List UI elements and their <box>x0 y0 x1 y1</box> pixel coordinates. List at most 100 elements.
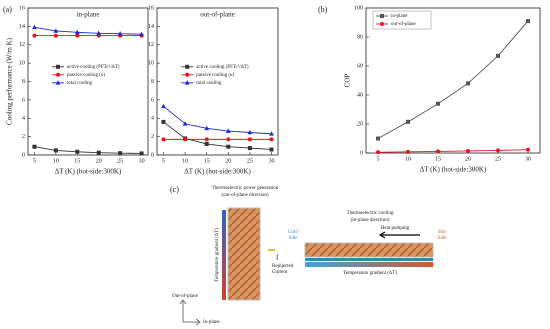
te-block <box>227 207 261 301</box>
legend-marker <box>184 80 190 85</box>
marker <box>74 29 80 35</box>
marker <box>182 121 188 126</box>
marker <box>226 144 231 149</box>
y-tick-label: 14 <box>19 24 25 30</box>
marker <box>161 137 166 142</box>
marker <box>183 137 188 142</box>
legend-marker <box>380 22 384 26</box>
x-tick-label: 20 <box>465 156 471 162</box>
y-tick-label: 4 <box>151 116 154 122</box>
x-tick-label: 25 <box>117 158 123 164</box>
y-axis-label: Cooling performance (W/m K) <box>6 37 14 125</box>
y-tick-label: 6 <box>151 97 154 103</box>
x-axis-label: ΔT (K) (hot-side:300K) <box>420 166 487 174</box>
y-tick-label: 100 <box>354 5 363 11</box>
x-tick-label: 10 <box>182 158 188 164</box>
marker <box>436 149 440 154</box>
legend-marker <box>185 64 190 69</box>
x-tick-label: 10 <box>53 158 59 164</box>
marker <box>406 119 410 124</box>
cold-side: Side <box>289 236 299 241</box>
marker <box>161 103 166 109</box>
chart-title: in-plane <box>77 11 100 19</box>
y-tick-label: 8 <box>22 79 25 85</box>
y-tick-label: 6 <box>22 97 25 103</box>
y-tick-label: 10 <box>148 61 154 67</box>
marker <box>247 129 253 135</box>
legend-label: out-of-plane <box>391 22 416 27</box>
marker <box>269 137 274 142</box>
te-layer <box>304 242 434 258</box>
y-tick-label: 16 <box>19 5 25 11</box>
legend-marker <box>185 72 190 77</box>
marker <box>75 33 80 38</box>
axis-in: In-plane <box>203 320 220 325</box>
legend-marker <box>55 80 61 85</box>
marker <box>204 137 209 142</box>
diagram-title: Thermoelectric cooling <box>347 211 394 216</box>
y-tick-label: 12 <box>19 42 25 48</box>
y-tick-label: 60 <box>357 63 363 69</box>
legend-marker <box>380 14 384 18</box>
marker <box>53 148 58 153</box>
x-tick-label: 30 <box>269 158 275 164</box>
diagram-title: (in-plane direction) <box>351 218 390 223</box>
x-tick-label: 25 <box>495 156 501 162</box>
marker <box>526 19 530 24</box>
legend-label: total cooling <box>196 81 222 86</box>
series-line <box>163 105 272 135</box>
marker <box>376 136 380 141</box>
marker <box>118 151 123 156</box>
marker <box>269 147 274 152</box>
diagram: Thermoelectric power generation (out-of-… <box>172 186 447 326</box>
series-line <box>34 146 142 154</box>
y-tick-label: 4 <box>22 116 25 122</box>
y-tick-label: 80 <box>357 34 363 40</box>
marker <box>247 137 252 142</box>
marker <box>406 149 410 154</box>
marker <box>225 128 231 133</box>
series-line <box>34 26 142 35</box>
marker <box>139 151 144 156</box>
x-tick-label: 15 <box>204 158 210 164</box>
x-tick-label: 20 <box>96 158 102 164</box>
x-tick-label: 25 <box>247 158 253 164</box>
axis-out: Out-of-plane <box>172 294 199 299</box>
gradient-bar <box>305 262 433 267</box>
y-tick-label: 2 <box>22 134 25 140</box>
marker <box>204 125 210 131</box>
series-line <box>377 149 529 153</box>
axes-icon <box>179 299 201 326</box>
gradient-bar <box>222 210 226 300</box>
x-axis-label: ΔT (K) (hot-side:300K) <box>55 168 122 176</box>
y-tick-label: 0 <box>151 152 154 158</box>
x-tick-label: 15 <box>435 156 441 162</box>
x-tick-label: 15 <box>74 158 80 164</box>
marker <box>496 53 500 58</box>
x-axis-label: ΔT (K) (hot-side:300K) <box>184 168 251 176</box>
chart-title: out-of-plane <box>200 11 235 19</box>
current-label: Rejnjected <box>272 264 294 269</box>
legend-label: passive cooling (κ) <box>196 73 234 78</box>
x-tick-label: 5 <box>162 158 165 164</box>
legend-marker <box>56 72 60 77</box>
marker <box>526 147 530 152</box>
legend-box <box>372 10 432 30</box>
marker <box>376 150 380 155</box>
x-tick-label: 5 <box>377 156 380 162</box>
marker <box>466 81 470 86</box>
marker <box>247 146 252 151</box>
x-tick-label: 30 <box>525 156 531 162</box>
heat-arrow <box>378 231 420 239</box>
diagram-title: (out-of-plane direction) <box>221 193 268 198</box>
marker <box>204 141 209 146</box>
panel-label: (b) <box>318 5 328 14</box>
x-tick-label: 20 <box>225 158 231 164</box>
heat-label: Heat pumping <box>381 226 410 231</box>
y-tick-label: 20 <box>357 121 363 127</box>
legend-label: total cooling <box>67 81 93 86</box>
plot-frame <box>365 7 541 154</box>
marker <box>32 144 37 149</box>
